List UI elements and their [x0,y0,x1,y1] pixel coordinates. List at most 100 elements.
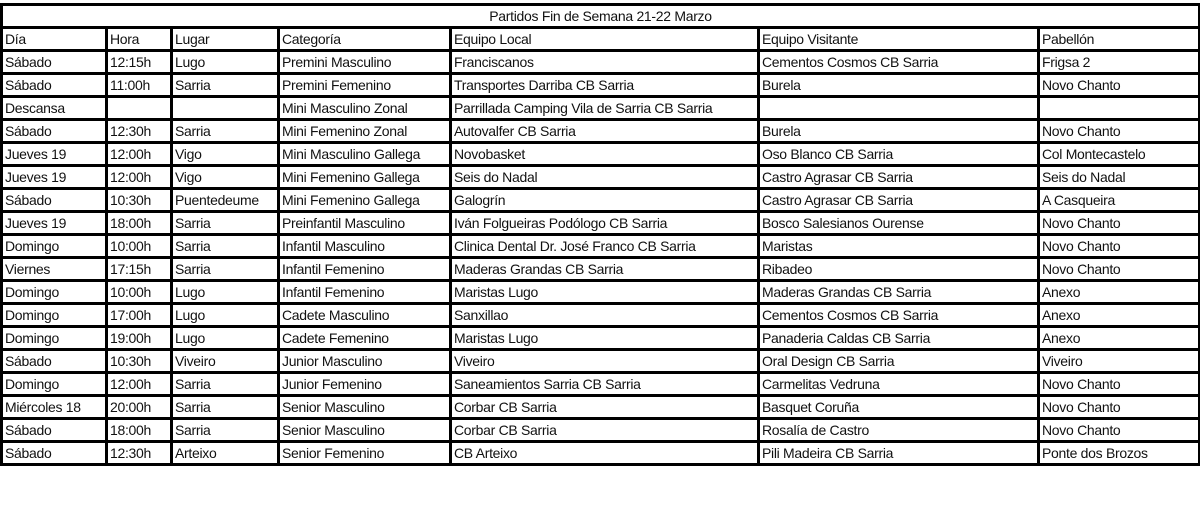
cell-venue: Novo Chanto [1036,417,1200,443]
cell-venue: Novo Chanto [1036,394,1200,420]
header-home-team: Equipo Local [449,26,760,52]
cell-venue: Novo Chanto [1036,118,1200,144]
cell-home-team: Maristas Lugo [449,325,760,351]
cell-category: Mini Masculino Gallega [277,141,452,167]
cell-day: Sábado [0,49,108,75]
cell-day: Sábado [0,118,108,144]
cell-home-team: CB Arteixo [449,440,760,466]
cell-home-team: Sanxillao [449,302,760,328]
cell-venue: Novo Chanto [1036,210,1200,236]
cell-away-team: Maderas Grandas CB Sarria [757,279,1040,305]
cell-venue: Frigsa 2 [1036,49,1200,75]
table-row: Sábado 18:00h Sarria Senior Masculino Corbar… [0,417,1200,443]
cell-home-team: Franciscanos [449,49,760,75]
table-row: Domingo 17:00h Lugo Cadete Masculino Sanxill… [0,302,1200,328]
cell-category: Senior Masculino [277,394,452,420]
header-place: Lugar [170,26,280,52]
header-day: Día [0,26,108,52]
cell-time: 12:00h [105,371,173,397]
cell-category: Infantil Femenino [277,256,452,282]
cell-place: Lugo [170,302,280,328]
cell-home-team: Viveiro [449,348,760,374]
cell-category: Senior Masculino [277,417,452,443]
header-category: Categoría [277,26,452,52]
cell-category: Infantil Masculino [277,233,452,259]
cell-away-team: Maristas [757,233,1040,259]
header-venue: Pabellón [1036,26,1200,52]
cell-place: Lugo [170,325,280,351]
cell-away-team [757,95,1040,121]
cell-time: 19:00h [105,325,173,351]
cell-category: Infantil Femenino [277,279,452,305]
cell-place: Sarria [170,72,280,98]
cell-place: Lugo [170,279,280,305]
table-row: Domingo 10:00h Sarria Infantil Masculino Cli… [0,233,1200,259]
cell-day: Domingo [0,371,108,397]
table-row: Domingo 10:00h Lugo Infantil Femenino Marist… [0,279,1200,305]
cell-venue: Col Montecastelo [1036,141,1200,167]
cell-time: 10:30h [105,348,173,374]
table-row: Jueves 19 12:00h Vigo Mini Femenino Gallega… [0,164,1200,190]
cell-venue: Novo Chanto [1036,371,1200,397]
cell-away-team: Basquet Coruña [757,394,1040,420]
cell-day: Domingo [0,279,108,305]
cell-day: Miércoles 18 [0,394,108,420]
cell-category: Senior Femenino [277,440,452,466]
table-row: Sábado 12:15h Lugo Premini Masculino Francis… [0,49,1200,75]
cell-day: Jueves 19 [0,164,108,190]
cell-time: 10:00h [105,279,173,305]
cell-day: Sábado [0,187,108,213]
cell-place: Sarria [170,233,280,259]
header-row: Día Hora Lugar Categoría Equipo Local Equipo … [0,26,1200,52]
cell-day: Viernes [0,256,108,282]
cell-venue [1036,95,1200,121]
cell-home-team: Novobasket [449,141,760,167]
cell-day: Sábado [0,72,108,98]
cell-home-team: Galogrín [449,187,760,213]
cell-venue: Anexo [1036,325,1200,351]
cell-place: Puentedeume [170,187,280,213]
cell-venue: A Casqueira [1036,187,1200,213]
cell-away-team: Carmelitas Vedruna [757,371,1040,397]
cell-home-team: Transportes Darriba CB Sarria [449,72,760,98]
cell-category: Cadete Masculino [277,302,452,328]
cell-day: Jueves 19 [0,141,108,167]
cell-venue: Viveiro [1036,348,1200,374]
cell-place: Vigo [170,141,280,167]
cell-day: Sábado [0,440,108,466]
cell-place: Arteixo [170,440,280,466]
cell-home-team: Maristas Lugo [449,279,760,305]
cell-place: Sarria [170,394,280,420]
table-row: Sábado 11:00h Sarria Premini Femenino Transp… [0,72,1200,98]
table-title: Partidos Fin de Semana 21-22 Marzo [0,3,1200,29]
cell-away-team: Burela [757,72,1040,98]
table-row: Miércoles 18 20:00h Sarria Senior Masculino… [0,394,1200,420]
cell-category: Mini Masculino Zonal [277,95,452,121]
cell-away-team: Bosco Salesianos Ourense [757,210,1040,236]
cell-time: 12:00h [105,164,173,190]
cell-category: Cadete Femenino [277,325,452,351]
cell-time: 20:00h [105,394,173,420]
cell-home-team: Iván Folgueiras Podólogo CB Sarria [449,210,760,236]
cell-time [105,95,173,121]
cell-day: Sábado [0,417,108,443]
cell-place: Sarria [170,417,280,443]
cell-day: Sábado [0,348,108,374]
cell-venue: Seis do Nadal [1036,164,1200,190]
cell-time: 17:15h [105,256,173,282]
cell-home-team: Saneamientos Sarria CB Sarria [449,371,760,397]
cell-category: Junior Femenino [277,371,452,397]
header-away-team: Equipo Visitante [757,26,1040,52]
cell-home-team: Clinica Dental Dr. José Franco CB Sarria [449,233,760,259]
cell-time: 10:30h [105,187,173,213]
cell-home-team: Autovalfer CB Sarria [449,118,760,144]
cell-place: Viveiro [170,348,280,374]
cell-home-team: Corbar CB Sarria [449,417,760,443]
table-row: Sábado 10:30h Viveiro Junior Masculino Vivei… [0,348,1200,374]
cell-away-team: Ribadeo [757,256,1040,282]
cell-time: 18:00h [105,210,173,236]
cell-category: Premini Femenino [277,72,452,98]
cell-venue: Novo Chanto [1036,256,1200,282]
table-row: Viernes 17:15h Sarria Infantil Femenino Made… [0,256,1200,282]
cell-home-team: Seis do Nadal [449,164,760,190]
